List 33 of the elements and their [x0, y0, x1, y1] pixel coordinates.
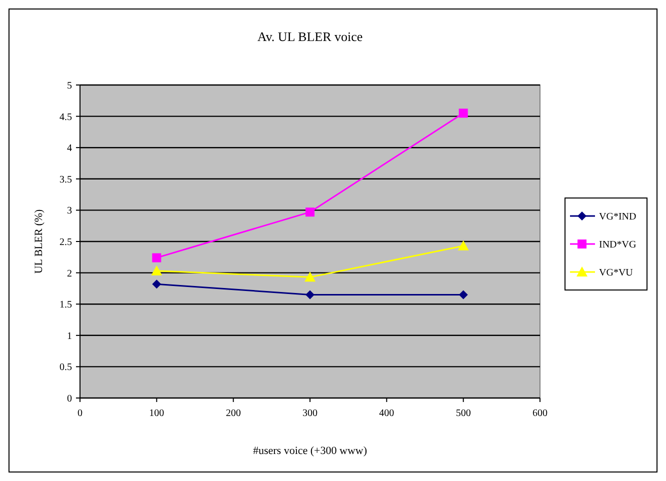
y-tick-label: 0.5	[60, 362, 72, 374]
point	[304, 272, 316, 282]
x-tick-label: 200	[226, 408, 241, 419]
x-tick-label: 600	[532, 408, 548, 419]
point	[152, 253, 162, 262]
x-tick-label: 400	[379, 408, 394, 419]
point	[306, 290, 314, 300]
legend-label: VG*IND	[599, 212, 636, 222]
x-tick-label: 500	[456, 408, 471, 419]
legend-label: IND*VG	[599, 240, 636, 250]
y-axis-title: UL BLER (%)	[33, 208, 45, 274]
y-tick-label: 4.5	[60, 112, 72, 123]
y-tick-label: 2	[67, 268, 72, 280]
y-tick-label: 3	[67, 206, 72, 217]
point	[151, 265, 162, 276]
y-tick-label: 0	[67, 394, 72, 404]
point	[152, 280, 162, 289]
x-axis-title: #users voice (+300 www)	[252, 445, 368, 457]
x-tick-label: 100	[149, 408, 164, 419]
y-tick-label: 5	[67, 80, 72, 92]
y-tick-label: 3.5	[60, 174, 72, 186]
point	[458, 108, 468, 118]
point	[458, 290, 468, 300]
x-tick-label: 300	[302, 408, 318, 419]
point	[306, 208, 314, 217]
y-tick-label: 1.5	[60, 300, 72, 311]
y-tick-label: 2.5	[60, 237, 72, 248]
chart-title: Av. UL BLER voice	[257, 29, 363, 44]
y-tick-label: 1	[67, 330, 72, 342]
legend-label: VG*VU	[599, 268, 634, 278]
x-tick-label: 0	[78, 408, 82, 419]
y-tick-label: 4	[67, 143, 72, 154]
point	[458, 240, 469, 250]
